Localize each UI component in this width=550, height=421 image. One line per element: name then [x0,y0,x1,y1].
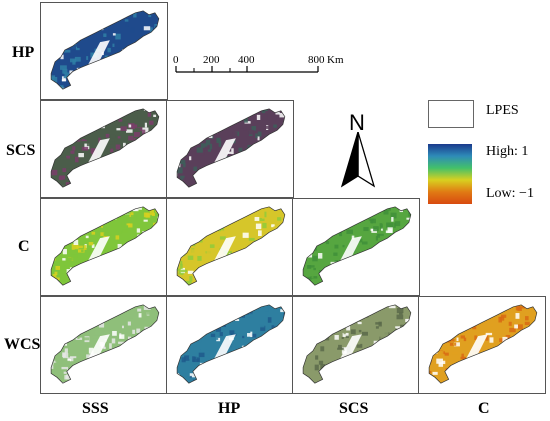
scale-tick-0: 0 [173,54,179,66]
north-arrow-icon [338,132,378,188]
col-label-hp: HP [218,400,240,418]
scale-tick-200: 200 [203,54,220,66]
map-panel [40,296,168,394]
map-fill [167,101,293,197]
legend: LPES High: 1 Low: −1 [428,100,548,210]
row-label-hp: HP [12,44,34,62]
map-panel [166,100,294,198]
scale-bar: 0 200 400 800 Km [172,54,362,78]
map-panel [166,198,294,296]
map-fill [293,199,419,295]
map-panel [166,296,294,394]
map-fill [293,297,419,393]
map-panel [418,296,546,394]
col-label-sss: SSS [82,400,109,418]
map-panel [292,296,420,394]
row-label-scs: SCS [6,142,35,160]
row-label-wcs: WCS [4,336,40,354]
map-fill [41,3,167,99]
legend-low-label: Low: −1 [486,186,534,202]
col-label-c: C [478,400,490,418]
map-panel [40,198,168,296]
legend-outline-label: LPES [486,103,519,119]
scale-tick-800: 800 [308,54,325,66]
map-fill [419,297,545,393]
legend-outline-swatch [428,100,474,128]
map-fill [167,199,293,295]
north-arrow: N [338,110,378,186]
col-label-scs: SCS [339,400,368,418]
map-fill [41,199,167,295]
map-panel [292,198,420,296]
row-label-c: C [18,238,30,256]
map-panel [40,2,168,100]
map-fill [41,101,167,197]
map-fill [41,297,167,393]
scale-unit: Km [327,54,344,66]
map-fill [167,297,293,393]
map-panel [40,100,168,198]
legend-gradient [428,144,472,204]
legend-high-label: High: 1 [486,144,528,160]
scale-tick-400: 400 [238,54,255,66]
